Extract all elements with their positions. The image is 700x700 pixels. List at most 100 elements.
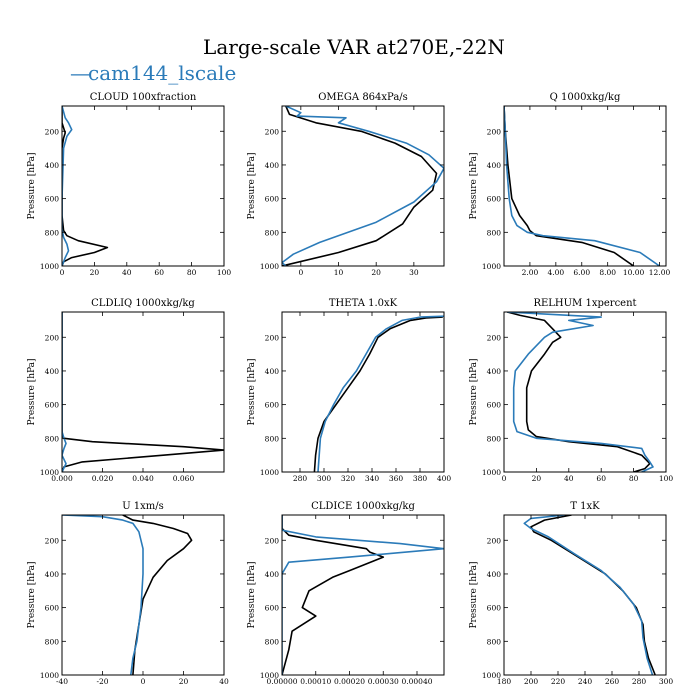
y-tick-label: 1000 xyxy=(260,262,279,271)
series-line-0 xyxy=(122,515,193,675)
y-tick-label: 600 xyxy=(487,401,502,410)
figure-title: Large-scale VAR at270E,-22N xyxy=(203,35,505,59)
y-tick-label: 600 xyxy=(487,604,502,613)
y-tick-label: 800 xyxy=(45,228,60,237)
y-tick-label: 600 xyxy=(45,195,60,204)
y-tick-label: 200 xyxy=(487,536,502,545)
x-tick-label: 8.00 xyxy=(599,268,616,277)
x-tick-label: 80 xyxy=(187,268,197,277)
x-tick-label: 180 xyxy=(497,677,512,686)
x-tick-label: 10 xyxy=(334,268,344,277)
y-tick-label: 200 xyxy=(487,127,502,136)
x-tick-label: 300 xyxy=(317,474,332,483)
y-axis-label: Pressure [hPa] xyxy=(247,561,257,628)
x-tick-label: 0.00000 xyxy=(266,677,297,686)
panel-title: OMEGA 864xPa/s xyxy=(318,92,408,103)
x-tick-label: 40 xyxy=(219,677,229,686)
panel-4: THETA 1.0xK Pressure [hPa] 280 300 320 340 360… xyxy=(247,298,451,483)
x-tick-label: 0.060 xyxy=(173,474,195,483)
y-tick-label: 400 xyxy=(487,570,502,579)
plot-frame xyxy=(281,105,445,267)
x-tick-label: -40 xyxy=(56,677,68,686)
x-tick-label: 20 xyxy=(371,268,381,277)
y-tick-label: 1000 xyxy=(260,671,279,680)
plot-frame xyxy=(61,105,225,267)
x-tick-label: 0.00010 xyxy=(300,677,331,686)
x-tick-label: 60 xyxy=(154,268,164,277)
panel-6: U 1xm/s Pressure [hPa] -40 -20 0 20 40 200 400 60… xyxy=(27,501,229,686)
series-line-0 xyxy=(506,312,651,472)
series-line-0 xyxy=(504,106,635,266)
y-tick-label: 200 xyxy=(487,333,502,342)
x-tick-label: 20 xyxy=(532,474,542,483)
x-tick-label: 40 xyxy=(122,268,132,277)
y-tick-label: 1000 xyxy=(40,468,59,477)
plot-frame xyxy=(503,105,667,267)
y-tick-label: 1000 xyxy=(482,262,501,271)
x-tick-label: 260 xyxy=(605,677,620,686)
y-tick-label: 200 xyxy=(265,127,280,136)
x-tick-label: 0 xyxy=(298,268,303,277)
y-tick-label: 400 xyxy=(265,367,280,376)
y-tick-label: 800 xyxy=(487,228,502,237)
legend-label: cam144_lscale xyxy=(88,61,236,85)
series-line-0 xyxy=(313,316,443,472)
y-axis-label: Pressure [hPa] xyxy=(469,358,479,425)
x-tick-label: 80 xyxy=(629,474,639,483)
x-tick-label: 0 xyxy=(141,677,146,686)
y-axis-label: Pressure [hPa] xyxy=(27,358,37,425)
panel-title: CLOUD 100xfraction xyxy=(90,92,197,103)
panel-grid: CLOUD 100xfraction Pressure [hPa] 0 20 40 60 8… xyxy=(27,92,673,686)
x-tick-label: 0.000 xyxy=(51,474,73,483)
panel-title: CLDICE 1000xkg/kg xyxy=(311,501,415,512)
y-tick-label: 800 xyxy=(265,637,280,646)
x-tick-label: 100 xyxy=(659,474,674,483)
series-line-1 xyxy=(317,315,444,472)
y-tick-label: 400 xyxy=(45,161,60,170)
y-tick-label: 800 xyxy=(45,434,60,443)
series-line-1 xyxy=(504,106,660,266)
y-axis-label: Pressure [hPa] xyxy=(469,561,479,628)
y-axis-label: Pressure [hPa] xyxy=(469,152,479,219)
x-tick-label: -20 xyxy=(96,677,108,686)
x-tick-label: 220 xyxy=(551,677,566,686)
y-tick-label: 400 xyxy=(45,367,60,376)
x-tick-label: 360 xyxy=(389,474,404,483)
series-line-1 xyxy=(282,515,444,675)
x-tick-label: 340 xyxy=(365,474,380,483)
y-tick-label: 400 xyxy=(487,367,502,376)
x-tick-label: 0.020 xyxy=(92,474,114,483)
plot-frame xyxy=(61,514,225,676)
series-line-0 xyxy=(530,515,656,675)
x-tick-label: 280 xyxy=(293,474,308,483)
x-tick-label: 300 xyxy=(659,677,674,686)
plot-frame xyxy=(503,311,667,473)
y-tick-label: 600 xyxy=(265,195,280,204)
y-tick-label: 800 xyxy=(487,637,502,646)
series-line-0 xyxy=(282,106,438,266)
y-tick-label: 800 xyxy=(45,637,60,646)
series-line-1 xyxy=(62,106,73,266)
x-tick-label: 380 xyxy=(413,474,428,483)
series-line-1 xyxy=(62,515,144,675)
x-tick-label: 2.00 xyxy=(522,268,539,277)
x-tick-label: 20 xyxy=(90,268,100,277)
y-tick-label: 400 xyxy=(265,570,280,579)
series-line-1 xyxy=(523,515,654,675)
panel-5: RELHUM 1xpercent Pressure [hPa] 0 20 40 60 80 1… xyxy=(469,298,673,483)
y-axis-label: Pressure [hPa] xyxy=(27,561,37,628)
panel-title: THETA 1.0xK xyxy=(329,298,398,309)
y-tick-label: 400 xyxy=(265,161,280,170)
y-tick-label: 800 xyxy=(265,228,280,237)
y-tick-label: 800 xyxy=(487,434,502,443)
x-tick-label: 12.00 xyxy=(649,268,671,277)
x-tick-label: 0.00030 xyxy=(368,677,399,686)
panel-8: T 1xK Pressure [hPa] 180 200 220 240 260 280 300… xyxy=(469,501,673,686)
legend-marker: — xyxy=(70,61,90,85)
x-tick-label: 0 xyxy=(60,268,65,277)
y-tick-label: 200 xyxy=(45,127,60,136)
y-tick-label: 400 xyxy=(45,570,60,579)
plot-frame xyxy=(281,311,445,473)
